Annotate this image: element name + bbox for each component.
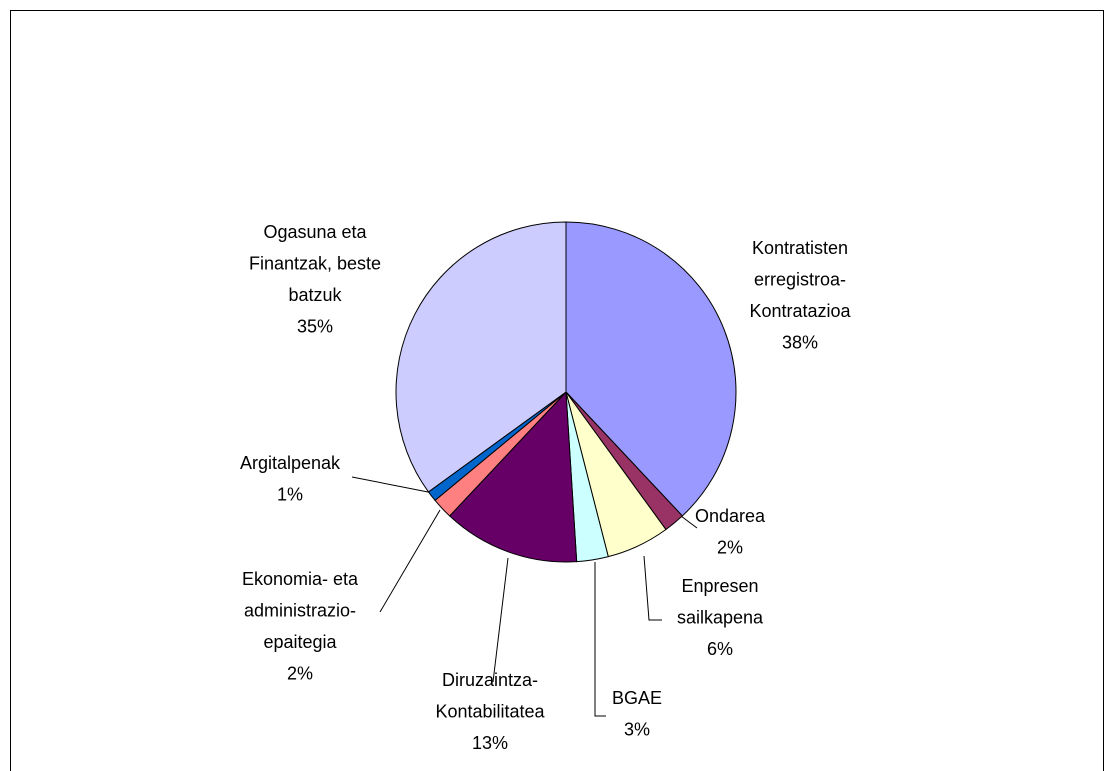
slice-label: Argitalpenak 1% [240,453,341,505]
slice-label-line: Ogasuna eta [263,222,367,242]
slice-value-label: 38% [782,332,818,352]
pie-slice [448,390,578,563]
slice-label-line: epaitegia [263,632,337,652]
leader-line [680,515,698,529]
slice-value-label: 2% [717,537,743,557]
slice-label: BGAE 3% [612,688,662,740]
slice-value-label: 3% [624,719,650,739]
pie-slice [395,221,567,493]
slice-label: Ekonomia- eta administrazio-epaitegia 2% [242,569,359,684]
slice-value-label: 2% [287,663,313,683]
slice-label-line: sailkapena [677,607,764,627]
leader-line [643,555,662,621]
slice-label-line: administrazio- [244,600,356,620]
slice-value-label: 1% [277,484,303,504]
leader-line [379,509,441,613]
slice-value-label: 35% [297,316,333,336]
slice-label-line: Diruzaintza- [442,670,538,690]
slice-label-line: Enpresen [681,576,758,596]
slice-label: Ogasuna eta Finantzak, beste batzuk 35% [249,222,381,337]
slice-value-label: 6% [707,639,733,659]
leader-lines [351,476,698,717]
slice-label-line: Argitalpenak [240,453,341,473]
slice-label-line: batzuk [288,285,342,305]
slice-label: Diruzaintza- Kontabilitatea 13% [435,670,545,753]
slices [395,221,737,563]
leader-line [351,476,429,493]
slice-label: Ondarea 2% [695,506,766,558]
slice-label-line: erregistroa- [754,269,846,289]
leader-line [492,557,509,683]
leader-line [594,562,606,717]
slice-label-line: BGAE [612,688,662,708]
slice-value-label: 13% [472,733,508,753]
pie-slice [565,221,737,517]
slice-label: Kontratisten erregistroa- Kontratazioa 38% [749,238,851,353]
slice-label-line: Kontabilitatea [435,701,545,721]
slice-label-line: Ondarea [695,506,766,526]
slice-label-line: Finantzak, beste [249,253,381,273]
slice-label: Enpresen sailkapena 6% [677,576,764,659]
slice-label-line: Ekonomia- eta [242,569,359,589]
slice-label-line: Kontratisten [752,238,848,258]
slice-label-line: Kontratazioa [749,301,851,321]
